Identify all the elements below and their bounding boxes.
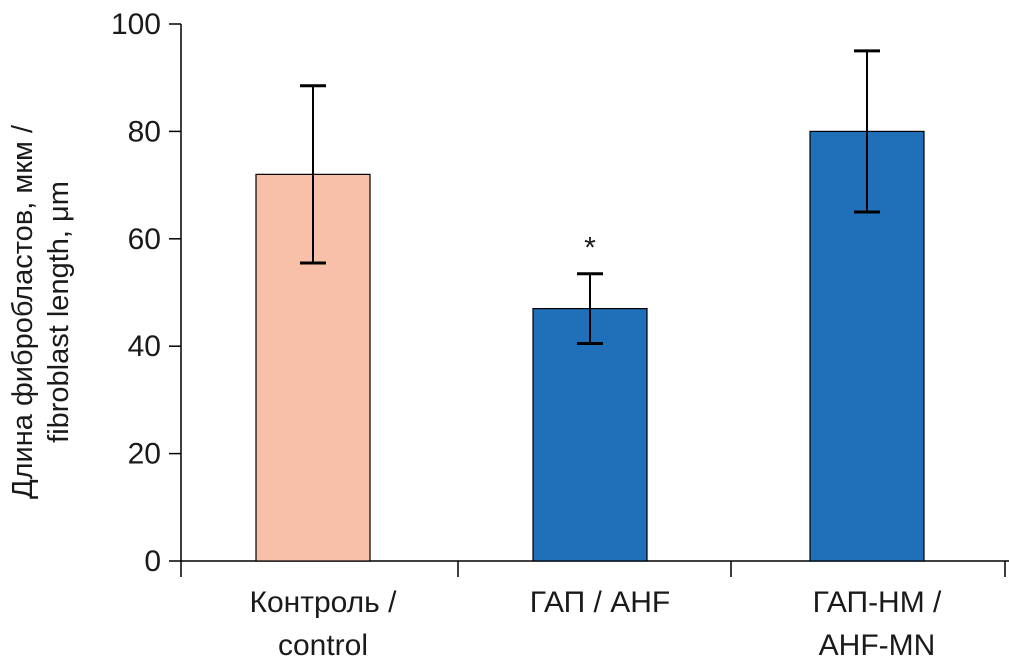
- y-axis-title-line-2: fibroblast length, μm: [43, 181, 75, 443]
- bar-1: [532, 308, 648, 562]
- y-axis-title: Длина фибробластов, мкм / fibroblast len…: [7, 124, 75, 499]
- y-tick-label-4: 80: [128, 115, 161, 148]
- y-tick-label-1: 20: [128, 438, 161, 471]
- category-label-2-line-1: ГАП-НМ /: [813, 586, 942, 619]
- category-label-1-line-1: ГАП / AHF: [530, 586, 670, 619]
- y-axis-title-line-1: Длина фибробластов, мкм /: [7, 124, 39, 499]
- y-tick-label-3: 60: [128, 223, 161, 256]
- category-label-0-line-1: Контроль /: [250, 586, 398, 619]
- y-tick-label-5: 100: [111, 8, 161, 41]
- plot-area: 0 20 40 60 80 100 Контроль / control * ГАП / AHF Г…: [111, 8, 1009, 662]
- y-tick-label-2: 40: [128, 330, 161, 363]
- significance-marker-1: *: [584, 232, 596, 265]
- category-label-0-line-2: control: [278, 629, 368, 662]
- y-tick-label-0: 0: [144, 545, 161, 578]
- category-label-2-line-2: AHF-MN: [819, 629, 936, 662]
